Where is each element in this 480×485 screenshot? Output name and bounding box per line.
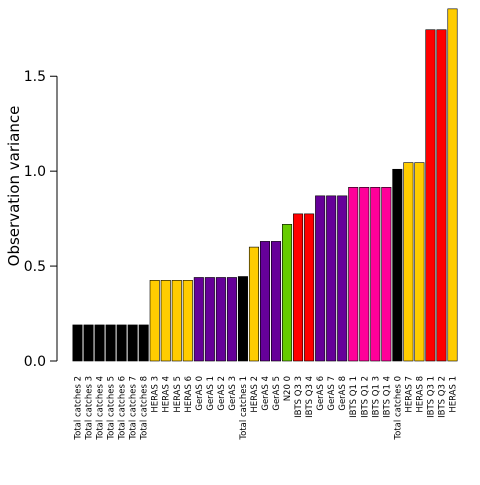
bar <box>403 162 414 362</box>
bar <box>447 8 458 362</box>
x-tick-label: IBTS Q1 2 <box>360 376 370 418</box>
x-tick-label: GerAS 6 <box>316 376 326 411</box>
x-tick-label: GerAS 1 <box>206 376 216 411</box>
x-tick-label: GerAS 7 <box>327 376 337 411</box>
x-tick-label: IBTS Q3 2 <box>437 376 447 418</box>
x-tick-label: IBTS Q3 3 <box>294 376 304 418</box>
bar <box>160 280 171 362</box>
bar <box>182 280 193 362</box>
bar <box>337 195 348 362</box>
x-tick-label: HERAS 1 <box>448 376 458 413</box>
x-tick-label: Total catches 3 <box>85 376 95 441</box>
x-tick-label: HERAS 4 <box>162 376 172 413</box>
x-tick-label: Total catches 1 <box>239 376 249 441</box>
x-tick-label: GerAS 5 <box>272 376 282 411</box>
bar <box>171 280 182 362</box>
bar <box>425 29 436 362</box>
bar <box>436 29 447 362</box>
bar <box>215 277 226 362</box>
x-tick-label: N20 0 <box>283 376 293 401</box>
bar <box>72 324 83 362</box>
x-tick-label: Total catches 2 <box>74 376 84 441</box>
y-tick-label: 1.5 <box>24 69 46 85</box>
x-tick-label: GerAS 3 <box>228 376 238 411</box>
bars-group <box>72 8 458 362</box>
x-tick-label: Total catches 5 <box>107 376 117 441</box>
bar <box>304 213 315 362</box>
bar <box>226 277 237 362</box>
x-tick-label: GerAS 4 <box>261 376 271 411</box>
bar <box>370 187 381 362</box>
x-tick-label: GerAS 0 <box>195 376 205 411</box>
x-tick-label: Total catches 8 <box>140 376 150 441</box>
bar <box>116 324 127 362</box>
x-tick-label: IBTS Q3 1 <box>426 376 436 418</box>
y-tick-label: 1.0 <box>24 164 46 180</box>
bar <box>293 213 304 362</box>
bar <box>237 276 248 362</box>
bar <box>94 324 105 362</box>
y-tick-label: 0.0 <box>24 354 46 370</box>
x-tick-label: HERAS 5 <box>173 376 183 413</box>
bar <box>193 277 204 362</box>
x-tick-label: IBTS Q3 4 <box>305 376 315 418</box>
x-tick-label: Total catches 6 <box>118 376 128 441</box>
x-tick-label: IBTS Q1 1 <box>349 376 359 418</box>
x-tick-label: Total catches 0 <box>393 376 403 441</box>
bar <box>271 241 282 362</box>
x-tick-label: HERAS 3 <box>151 376 161 413</box>
x-tick-label: IBTS Q1 4 <box>382 376 392 418</box>
x-tick-label: HERAS 6 <box>184 376 194 413</box>
bar <box>381 187 392 362</box>
bar <box>83 324 94 362</box>
x-tick-label: GerAS 8 <box>338 376 348 411</box>
bar <box>348 187 359 362</box>
x-tick-label: IBTS Q1 3 <box>371 376 381 418</box>
bar <box>105 324 116 362</box>
y-axis-title: Observation variance <box>5 106 23 267</box>
x-tick-label: Total catches 7 <box>129 376 139 441</box>
bar <box>138 324 149 362</box>
bar <box>204 277 215 362</box>
bar <box>149 280 160 362</box>
x-tick-label: Total catches 4 <box>96 376 106 441</box>
x-tick-label: HERAS 7 <box>404 376 414 413</box>
y-axis: 0.0 0.5 1.0 1.5 <box>24 69 58 370</box>
bar <box>248 246 259 362</box>
bar <box>414 162 425 362</box>
bar <box>359 187 370 362</box>
x-tick-label: GerAS 2 <box>217 376 227 411</box>
bar <box>259 241 271 362</box>
x-tick-label: HERAS 8 <box>415 376 425 413</box>
bar <box>392 168 403 362</box>
x-tick-label: HERAS 2 <box>250 376 260 413</box>
y-tick-label: 0.5 <box>24 259 46 275</box>
bar <box>127 324 138 362</box>
bar <box>315 195 326 362</box>
x-tick-labels: Total catches 2 Total catches 3 Total catc… <box>74 376 459 441</box>
bar <box>282 224 293 362</box>
bar <box>326 195 337 362</box>
